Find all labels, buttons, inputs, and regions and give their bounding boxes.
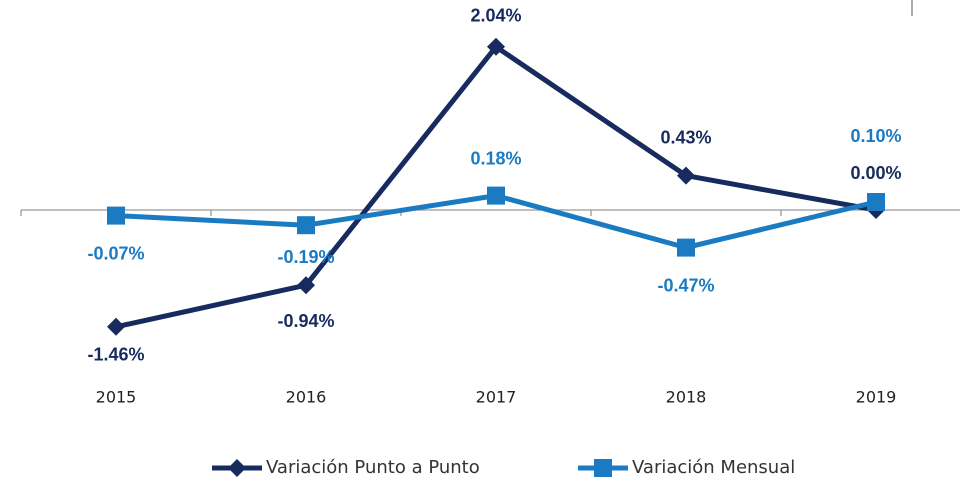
point — [107, 206, 125, 225]
data-label: 0.43% — [660, 127, 711, 147]
data-label: 0.00% — [850, 163, 901, 183]
x-tick-label: 2015 — [96, 388, 137, 407]
point — [677, 166, 695, 185]
data-label: 2.04% — [470, 6, 521, 26]
data-label: -0.94% — [277, 311, 334, 331]
data-label: -1.46% — [87, 345, 144, 365]
data-label: -0.47% — [657, 275, 714, 295]
data-label: -0.07% — [87, 243, 144, 263]
x-tick-label: 2016 — [286, 388, 327, 407]
legend-label: Variación Punto a Punto — [266, 457, 480, 478]
point — [297, 276, 315, 295]
legend-label: Variación Mensual — [632, 457, 795, 478]
legend-marker — [228, 459, 246, 477]
x-tick-label: 2017 — [476, 388, 517, 407]
point — [107, 317, 125, 336]
data-label: -0.19% — [277, 247, 334, 267]
x-tick-label: 2018 — [666, 388, 707, 407]
data-label: 0.10% — [850, 126, 901, 146]
point — [487, 186, 505, 205]
point — [867, 193, 885, 211]
point — [677, 238, 695, 257]
data-label: 0.18% — [470, 148, 521, 168]
point — [297, 216, 315, 235]
x-tick-label: 2019 — [856, 388, 897, 407]
legend-marker — [594, 459, 612, 477]
point — [487, 37, 505, 56]
